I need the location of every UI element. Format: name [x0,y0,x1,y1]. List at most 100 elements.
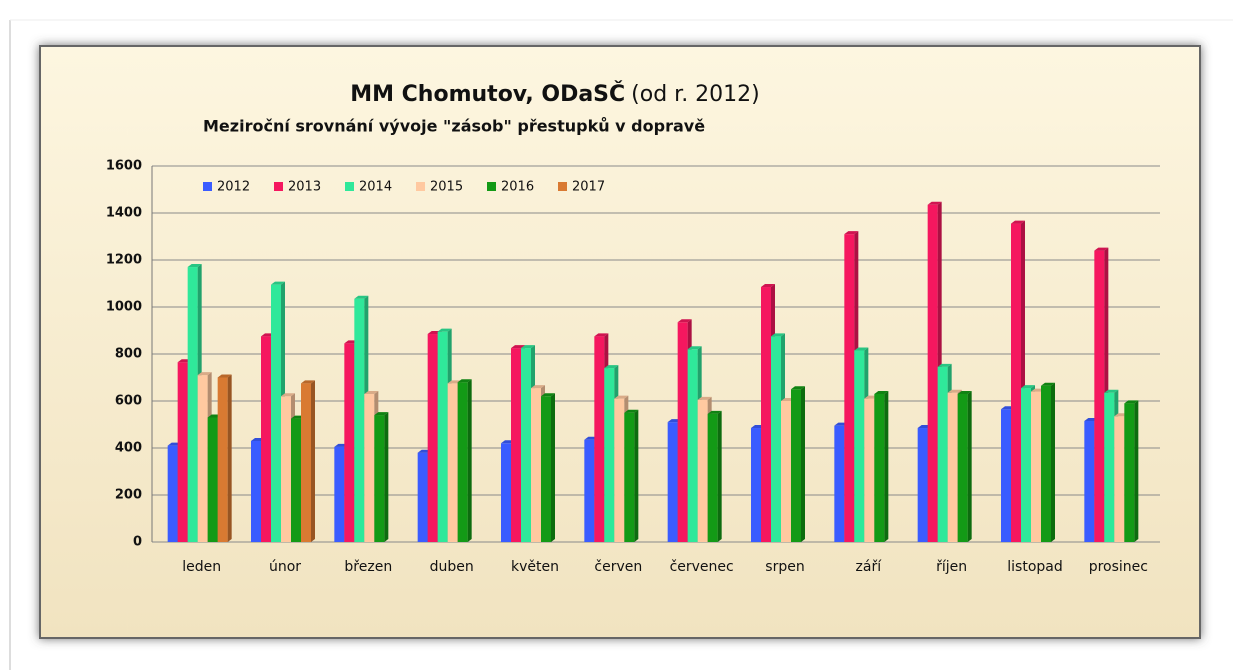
bar [511,348,521,542]
bar [751,428,761,542]
bar [281,396,291,542]
bar-top [217,374,232,378]
bar-side [717,410,722,542]
bar [667,422,678,542]
bar-top [854,347,869,351]
bar-top [957,390,972,394]
bar [624,412,635,542]
x-tick-label: prosinec [1089,559,1148,575]
bar [584,439,595,542]
bar-side [227,374,232,542]
x-tick-label: březen [344,559,392,575]
y-tick-label: 1600 [106,159,142,174]
bar-top [1094,247,1109,251]
x-tick-label: červenec [670,559,734,575]
bar-side [1051,382,1055,542]
bar [947,392,958,542]
bar [761,287,771,542]
bar [594,336,605,542]
bar [677,322,688,542]
bar [167,445,178,542]
bar-side [551,393,555,542]
bar-top [844,231,859,235]
legend-swatch [558,182,567,191]
bar [197,375,208,542]
bar [707,413,718,542]
title-main: MM Chomutov, ODaSČ [350,81,625,107]
bar [261,336,271,542]
bar-top [687,346,702,350]
bar [374,415,385,542]
bar [771,336,781,542]
bar [177,362,188,542]
bar [854,350,865,542]
bar [781,401,791,542]
x-tick-label: listopad [1007,559,1062,575]
bar [864,398,875,542]
legend-swatch [416,182,425,191]
bar-top [541,393,555,397]
bar [937,366,948,542]
plot: 0 200 400 600 800 1000 1200 1400 1600 leden únor bř… [106,159,1160,575]
bar-side [884,390,889,542]
bar [1114,416,1125,542]
title-note: (od r. 2012) [631,82,760,107]
x-tick-label: duben [430,559,474,575]
x-tick-label: leden [182,559,221,575]
x-tick-label: červen [594,559,642,575]
bar [457,382,468,542]
y-tick-label: 800 [115,347,142,362]
bar-top [457,379,472,383]
x-tick-label: září [856,559,883,575]
bar-top [374,412,389,416]
bar [791,389,801,542]
bar-top [281,393,295,397]
bar [1011,223,1021,542]
bar [344,343,355,542]
bar-top [624,409,639,413]
bar-top [301,380,315,384]
bar [217,377,228,542]
bar-top [437,328,452,332]
bar-top [364,390,379,394]
bar [687,349,698,542]
legend-label: 2014 [359,180,392,195]
bar [291,418,301,542]
chart-title: MM Chomutov, ODaSČ (od r. 2012) [350,81,760,107]
bar [251,440,261,542]
bar [354,298,365,542]
bar [1104,392,1115,542]
y-tick-label: 600 [115,394,142,409]
bar [1094,250,1105,542]
y-tick-label: 1200 [106,253,142,268]
y-tick-label: 1000 [106,300,142,315]
legend-swatch [487,182,496,191]
bar-top [677,319,692,323]
bar-top [791,386,805,390]
legend-swatch [274,182,283,191]
bar [501,443,511,542]
bar-top [1124,400,1139,404]
bar [874,393,885,542]
legend-label: 2012 [217,180,250,195]
bar-top [1041,382,1055,386]
legend-label: 2017 [572,180,605,195]
bar-top [604,365,619,369]
y-tick-label: 200 [115,488,142,503]
bar [614,398,625,542]
bar [1124,403,1135,542]
bar-top [521,345,535,349]
bar-top [354,295,369,299]
bar-side [467,379,472,542]
x-tick-label: říjen [936,559,967,575]
bar [334,446,345,542]
bar [1021,388,1031,542]
bar-top [271,281,285,285]
x-tick-label: květen [511,559,559,575]
chart-subtitle: Meziroční srovnání vývoje "zásob" přestu… [203,117,705,136]
legend-label: 2015 [430,180,463,195]
bar-side [311,380,315,542]
bar [917,428,928,542]
bar [417,452,428,542]
bar-side [801,386,805,542]
